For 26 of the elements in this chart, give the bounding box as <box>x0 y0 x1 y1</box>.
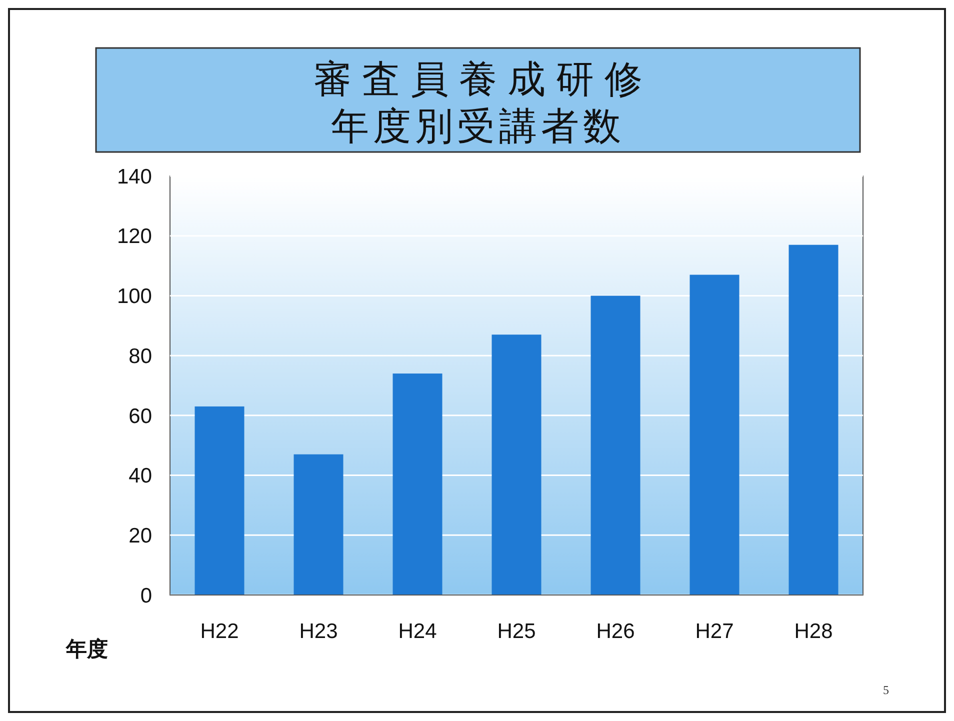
x-tick-label: H26 <box>596 620 635 643</box>
x-tick-label: H23 <box>299 620 338 643</box>
text: 5 <box>883 683 889 697</box>
bar <box>492 334 542 595</box>
x-tick-label: H22 <box>200 620 239 643</box>
bar <box>294 454 344 595</box>
bar <box>194 406 244 595</box>
bar <box>392 374 442 595</box>
y-tick-label: 0 <box>140 584 152 608</box>
x-tick-label: H25 <box>497 620 536 643</box>
y-tick-label: 20 <box>128 524 152 548</box>
y-tick-label: 60 <box>128 404 152 428</box>
x-tick-label: H24 <box>398 620 438 643</box>
x-tick-label: H27 <box>695 620 734 643</box>
bar <box>590 296 640 595</box>
y-tick-label: 140 <box>116 165 152 188</box>
chart-subtitle: 年度別受講者数 <box>331 106 625 148</box>
y-tick-label: 40 <box>128 464 152 488</box>
x-axis-title: 年度 <box>65 637 108 661</box>
y-tick-label: 120 <box>116 225 152 248</box>
bar <box>788 244 838 595</box>
y-tick-label: 100 <box>116 285 152 308</box>
chart-title: 審 査 員 養 成 研 修 <box>313 59 643 101</box>
x-tick-label: H28 <box>794 620 833 643</box>
y-tick-label: 80 <box>128 344 152 368</box>
bar <box>690 274 740 595</box>
